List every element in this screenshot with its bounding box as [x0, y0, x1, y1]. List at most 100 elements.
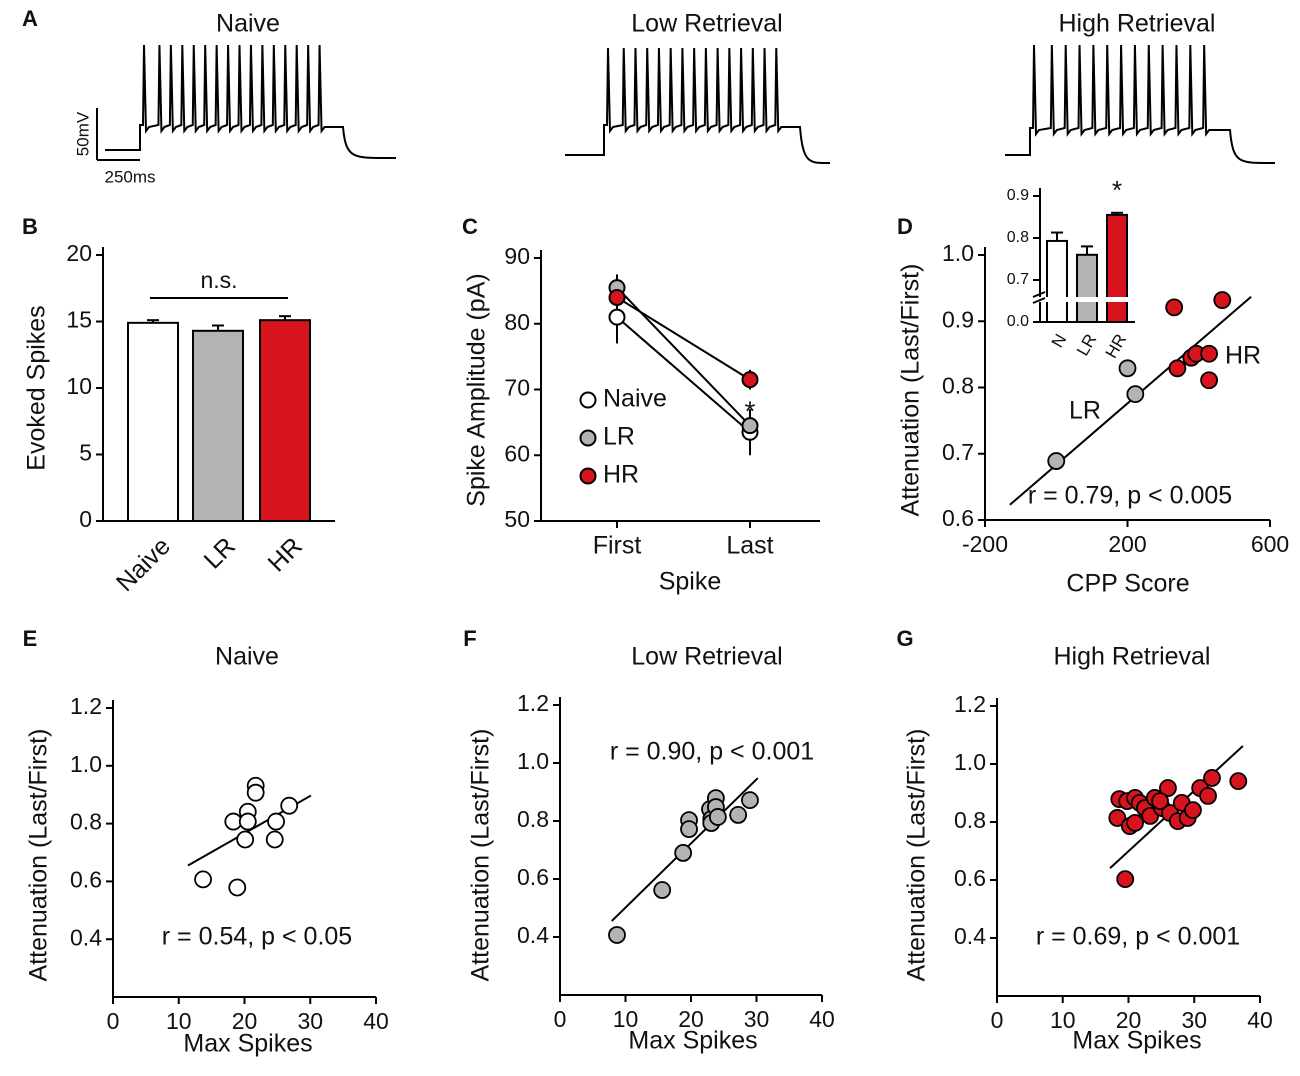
trace-title: Naive — [216, 10, 280, 38]
x-tick-label: HR — [1102, 331, 1131, 362]
x-axis-label: Spike — [659, 568, 722, 596]
y-tick-label: 1.2 — [70, 693, 102, 719]
x-tick-label: 30 — [297, 1008, 323, 1034]
point — [741, 417, 759, 435]
point — [741, 371, 759, 389]
panel-letter: F — [463, 626, 476, 651]
legend-marker — [579, 391, 597, 409]
series-label: LR — [1069, 397, 1101, 425]
trace — [1005, 44, 1276, 165]
point — [1199, 787, 1217, 805]
axis-break — [1032, 297, 1135, 302]
x-axis-label: Max Spikes — [183, 1030, 312, 1058]
y-axis-label: Attenuation (Last/First) — [897, 264, 925, 517]
panel-letter: C — [462, 214, 478, 239]
y-tick-label: 0.8 — [517, 806, 549, 832]
y-tick-label: 0.7 — [942, 439, 974, 465]
legend-label: Naive — [603, 385, 667, 413]
legend-marker — [579, 429, 597, 447]
x-tick-label: First — [593, 532, 642, 560]
point — [265, 830, 284, 849]
point — [741, 791, 759, 810]
chart-title: Low Retrieval — [631, 643, 782, 671]
point — [729, 806, 748, 824]
legend-label: HR — [603, 461, 639, 489]
point — [1118, 359, 1137, 378]
panel-letter: A — [22, 6, 38, 31]
y-tick-label: 1.2 — [954, 691, 986, 717]
x-tick-label: 600 — [1251, 531, 1289, 557]
point — [228, 878, 247, 897]
point — [1126, 385, 1145, 404]
x-tick-label: 40 — [1247, 1007, 1273, 1033]
x-tick-label: LR — [199, 532, 241, 574]
point — [1229, 772, 1248, 791]
point — [1200, 371, 1218, 390]
y-tick-label: 0.9 — [942, 306, 974, 332]
panel-letter: D — [897, 214, 913, 239]
point — [236, 830, 255, 849]
x-tick-label: 20 — [678, 1006, 704, 1032]
panel-letter: B — [22, 214, 38, 239]
point — [608, 288, 626, 306]
x-axis-label: Max Spikes — [628, 1027, 757, 1055]
y-tick-label: 1.0 — [942, 240, 974, 266]
y-tick-label: 0.6 — [954, 865, 986, 891]
trace — [105, 44, 397, 160]
series-line — [616, 316, 751, 433]
break-mark — [1032, 297, 1046, 304]
y-axis-label: Attenuation (Last/First) — [467, 729, 495, 982]
y-tick-label: 10 — [66, 373, 92, 399]
point — [653, 881, 672, 899]
trace-title: Low Retrieval — [631, 10, 782, 38]
y-tick-label: 1.0 — [954, 749, 986, 775]
point — [1116, 870, 1135, 889]
point — [1165, 298, 1184, 317]
point — [1203, 769, 1221, 787]
y-axis-label: Attenuation (Last/First) — [25, 729, 53, 982]
annotation: n.s. — [200, 267, 237, 293]
x-tick-label: 20 — [232, 1008, 258, 1034]
point — [1168, 359, 1187, 378]
bar — [1046, 239, 1068, 323]
x-tick-label: 30 — [744, 1006, 770, 1032]
x-tick-label: Last — [726, 532, 773, 560]
x-axis-label: CPP Score — [1066, 570, 1189, 598]
y-tick-label: 1.2 — [517, 690, 549, 716]
y-tick-label: 0.7 — [1007, 271, 1029, 288]
point — [267, 812, 285, 831]
legend-marker — [579, 467, 597, 485]
bar — [127, 321, 179, 522]
trace-title: High Retrieval — [1058, 10, 1215, 38]
y-axis-label: Evoked Spikes — [23, 305, 51, 470]
legend-label: LR — [603, 423, 635, 451]
chart-title: Naive — [215, 643, 279, 671]
x-tick-label: N — [1048, 331, 1071, 351]
y-tick-label: 0.6 — [517, 864, 549, 890]
annotation: r = 0.79, p < 0.005 — [1028, 482, 1232, 510]
y-tick-label: 0.8 — [954, 807, 986, 833]
x-tick-label: LR — [1073, 331, 1100, 359]
x-tick-label: 40 — [809, 1006, 835, 1032]
annotation: * — [745, 395, 756, 426]
point — [246, 783, 265, 802]
point — [608, 308, 626, 326]
y-tick-label: 0.4 — [954, 923, 986, 949]
x-tick-label: 10 — [613, 1006, 639, 1032]
series-label: HR — [1225, 342, 1261, 370]
x-tick-label: HR — [263, 532, 308, 577]
bar — [192, 329, 244, 522]
y-tick-label: 0.6 — [70, 866, 102, 892]
point — [1159, 779, 1177, 797]
point — [1213, 291, 1232, 309]
x-tick-label: 10 — [1050, 1007, 1076, 1033]
point — [674, 844, 693, 862]
x-tick-label: 10 — [166, 1008, 192, 1034]
point — [238, 812, 257, 831]
y-tick-label: 0 — [79, 506, 92, 532]
x-tick-label: 200 — [1108, 531, 1146, 557]
y-tick-label: 0.4 — [517, 922, 549, 948]
y-tick-label: 0.9 — [1007, 187, 1029, 204]
point — [1200, 344, 1218, 363]
